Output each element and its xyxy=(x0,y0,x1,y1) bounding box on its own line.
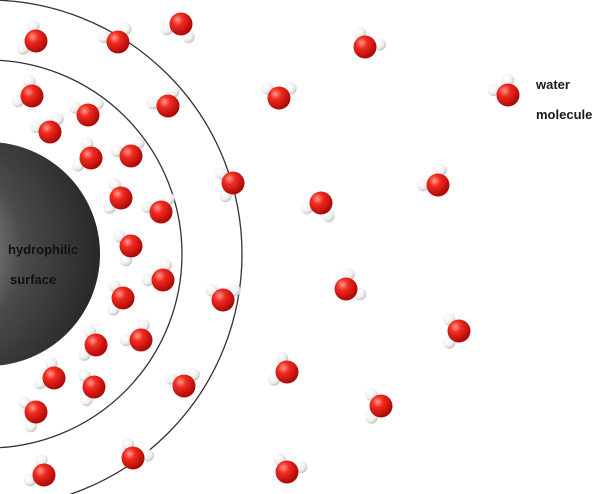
water-molecule xyxy=(71,137,103,172)
oxygen-atom xyxy=(369,394,393,418)
water-molecule xyxy=(68,97,104,127)
water-molecule xyxy=(29,112,64,144)
inner-hydration-shell-line xyxy=(0,59,183,449)
hydrogen-atom xyxy=(45,357,58,370)
water-molecule xyxy=(16,20,48,55)
water-molecule xyxy=(33,357,66,390)
water-molecule xyxy=(78,369,106,407)
oxygen-atom xyxy=(24,400,48,424)
hydrogen-atom xyxy=(501,73,515,87)
hydrogen-atom xyxy=(159,259,172,272)
hydrogen-atom xyxy=(141,273,155,287)
oxygen-atom xyxy=(121,446,145,470)
water-molecule xyxy=(78,325,108,361)
water-molecule xyxy=(103,178,133,214)
oxygen-atom xyxy=(82,375,106,399)
surface-label-line1: hydrophilic xyxy=(8,242,78,257)
hydrogen-atom xyxy=(141,449,154,462)
water-molecule xyxy=(121,437,154,470)
water-molecule xyxy=(205,284,241,312)
water-molecules xyxy=(11,12,520,487)
water-molecule xyxy=(443,313,471,349)
water-molecule xyxy=(334,268,367,301)
water-molecule xyxy=(164,368,200,398)
water-molecule xyxy=(140,192,175,224)
oxygen-atom xyxy=(24,29,48,53)
oxygen-atom xyxy=(211,288,235,312)
oxygen-atom xyxy=(76,103,100,127)
oxygen-atom xyxy=(149,200,173,224)
oxygen-atom xyxy=(353,35,377,59)
water-molecule xyxy=(416,164,450,197)
oxygen-atom xyxy=(334,277,358,301)
water-molecule xyxy=(261,82,297,110)
oxygen-atom xyxy=(496,83,520,107)
hydrogen-atom xyxy=(434,164,447,177)
water-molecule xyxy=(267,351,299,386)
hydrogen-atom xyxy=(27,20,40,33)
oxygen-atom xyxy=(42,366,66,390)
water-molecule xyxy=(215,167,245,203)
legend-label-line2: molecule xyxy=(536,107,592,122)
oxygen-atom xyxy=(20,84,44,108)
water-molecule xyxy=(18,396,48,433)
water-molecule xyxy=(365,388,393,424)
hydrogen-atom xyxy=(137,319,150,332)
oxygen-atom xyxy=(106,30,130,54)
outer-hydration-shell-line xyxy=(0,0,243,494)
oxygen-atom xyxy=(79,146,103,170)
hydrogen-atom xyxy=(416,178,430,192)
oxygen-atom xyxy=(309,191,333,215)
oxygen-atom xyxy=(119,234,143,258)
water-molecule xyxy=(353,26,386,59)
water-molecule xyxy=(97,22,132,54)
oxygen-atom xyxy=(275,460,299,484)
water-molecule xyxy=(141,259,175,292)
oxygen-atom xyxy=(221,171,245,195)
oxygen-atom xyxy=(84,333,108,357)
water-molecule xyxy=(160,12,195,44)
oxygen-atom xyxy=(447,319,471,343)
water-molecule xyxy=(300,191,335,223)
water-molecule xyxy=(110,136,145,168)
hydrogen-atom xyxy=(23,75,36,88)
oxygen-atom xyxy=(151,268,175,292)
oxygen-atom xyxy=(129,328,153,352)
oxygen-atom xyxy=(426,173,450,197)
hydrogen-atom xyxy=(119,333,133,347)
hydrogen-atom xyxy=(147,97,160,110)
oxygen-atom xyxy=(119,144,143,168)
hydrogen-atom xyxy=(342,268,355,281)
oxygen-atom xyxy=(169,12,193,36)
surface-label-line2: surface xyxy=(10,272,56,287)
water-molecule xyxy=(273,452,308,484)
oxygen-atom xyxy=(32,463,56,487)
hydrophilic-surface-sphere xyxy=(0,142,100,366)
water-molecule xyxy=(107,279,135,316)
oxygen-atom xyxy=(38,120,62,144)
oxygen-atom xyxy=(109,186,133,210)
water-molecule xyxy=(119,319,153,352)
legend-water-molecule xyxy=(487,73,520,107)
oxygen-atom xyxy=(267,86,291,110)
water-molecule xyxy=(23,454,56,487)
hydrogen-atom xyxy=(373,38,386,51)
oxygen-atom xyxy=(156,94,180,118)
legend-label-line1: water xyxy=(535,77,570,92)
oxygen-atom xyxy=(172,374,196,398)
oxygen-atom xyxy=(111,286,135,310)
water-molecule xyxy=(147,85,180,118)
hydrogen-atom xyxy=(35,454,48,467)
water-molecule xyxy=(11,75,44,108)
water-molecule xyxy=(113,230,143,267)
oxygen-atom xyxy=(275,360,299,384)
